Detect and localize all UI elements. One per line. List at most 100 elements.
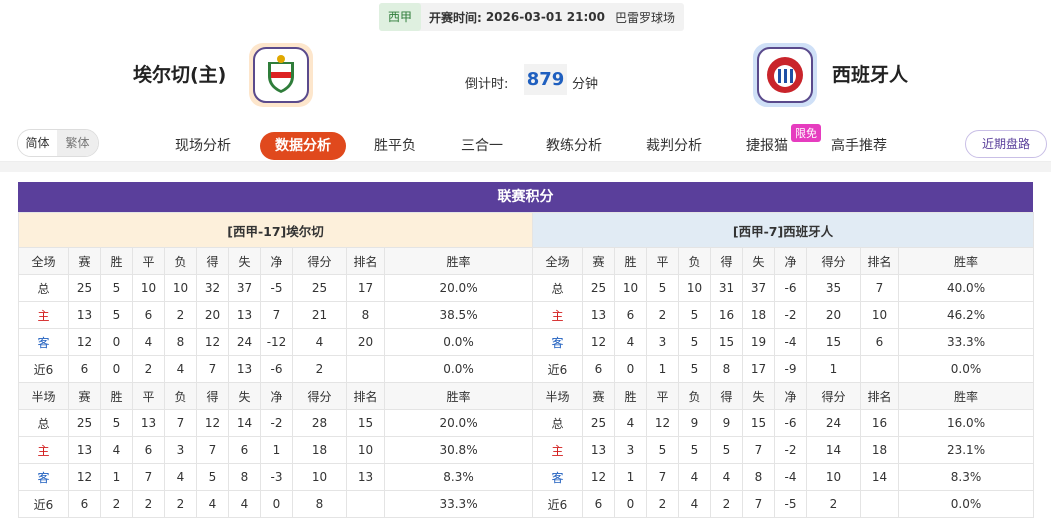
team-header: [西甲-7]西班牙人 <box>531 212 1035 248</box>
tab[interactable]: 现场分析 <box>175 138 231 154</box>
row-label: 总 <box>18 409 69 437</box>
column-header: 得 <box>196 382 229 410</box>
lang-switch: 简体 繁体 <box>17 129 99 157</box>
cell: 10 <box>614 274 647 302</box>
column-header: 净 <box>774 382 807 410</box>
column-header: 半场 <box>18 382 69 410</box>
cell <box>860 355 899 383</box>
column-header: 失 <box>742 247 775 275</box>
data-row: 客 12 1 7 4 4 8 -4 10 14 8.3% <box>532 463 1035 491</box>
cell: 25 <box>582 274 615 302</box>
cell: 15 <box>806 328 861 356</box>
cell: 16 <box>860 409 899 437</box>
column-header: 赛 <box>582 247 615 275</box>
cell: 20.0% <box>383 274 534 302</box>
data-row: 近6 6 2 2 2 4 4 0 8 33.3% <box>18 490 534 518</box>
cell: 0 <box>100 328 133 356</box>
cell: 13 <box>228 355 261 383</box>
cell: 8.3% <box>897 463 1035 491</box>
cell: 4 <box>132 328 165 356</box>
time-label: 开赛时间: <box>429 10 482 25</box>
standings-table: [西甲-17]埃尔切 全场赛胜平负得失净得分 排名 胜率总 25 5 10 10 32 37 -5 2… <box>17 212 534 518</box>
cell: 2 <box>710 490 743 518</box>
cell: 0.0% <box>897 355 1035 383</box>
tab[interactable]: 教练分析 <box>546 138 602 154</box>
data-row: 总 25 5 13 7 12 14 -2 28 15 20.0% <box>18 409 534 437</box>
cell: 6 <box>68 490 101 518</box>
tab[interactable]: 数据分析 <box>260 132 346 160</box>
cell: 20 <box>346 328 385 356</box>
cell: 5 <box>710 436 743 464</box>
cell: 15 <box>742 409 775 437</box>
team-header-row: [西甲-17]埃尔切 <box>17 212 534 248</box>
cell: 1 <box>806 355 861 383</box>
cell: 4 <box>196 490 229 518</box>
cell: 8 <box>742 463 775 491</box>
cell: 20 <box>806 301 861 329</box>
cell: 4 <box>710 463 743 491</box>
away-team: 西班牙人 <box>832 64 909 86</box>
cell: 24 <box>806 409 861 437</box>
data-row: 总 25 10 5 10 31 37 -6 35 7 40.0% <box>532 274 1035 302</box>
cell: 19 <box>742 328 775 356</box>
cell: 25 <box>68 409 101 437</box>
lang-option[interactable]: 简体 <box>18 130 58 156</box>
cell: 7 <box>260 301 293 329</box>
cell: 4 <box>614 409 647 437</box>
cell: 13 <box>68 301 101 329</box>
cell: 2 <box>100 490 133 518</box>
row-label: 近6 <box>18 490 69 518</box>
cell: 20.0% <box>383 409 534 437</box>
row-label: 近6 <box>18 355 69 383</box>
cell: 5 <box>678 301 711 329</box>
cell: 6 <box>582 355 615 383</box>
cell: 4 <box>100 436 133 464</box>
row-label: 总 <box>532 409 583 437</box>
tab[interactable]: 胜平负 <box>374 138 416 154</box>
cell: 6 <box>860 328 899 356</box>
tab[interactable]: 裁判分析 <box>646 138 702 154</box>
cell <box>346 490 385 518</box>
cell: 18 <box>292 436 347 464</box>
cell: 8 <box>228 463 261 491</box>
cell: 30.8% <box>383 436 534 464</box>
cell: 12 <box>582 463 615 491</box>
cell: -5 <box>774 490 807 518</box>
cell: 10 <box>132 274 165 302</box>
cell: 7 <box>132 463 165 491</box>
cell: 21 <box>292 301 347 329</box>
cell: 6 <box>614 301 647 329</box>
cell: 18 <box>860 436 899 464</box>
badge: 限免 <box>791 124 821 142</box>
row-label: 主 <box>532 301 583 329</box>
cell: 24 <box>228 328 261 356</box>
tab[interactable]: 捷报猫 <box>746 138 788 154</box>
column-header: 失 <box>742 382 775 410</box>
cell: 7 <box>196 355 229 383</box>
cell: 46.2% <box>897 301 1035 329</box>
home-logo <box>249 43 313 107</box>
column-header: 排名 <box>346 382 385 410</box>
cell: 17 <box>346 274 385 302</box>
cell: 7 <box>742 436 775 464</box>
data-row: 近6 6 0 1 5 8 17 -9 1 0.0% <box>532 355 1035 383</box>
countdown-unit: 分钟 <box>572 77 599 92</box>
cell: 25 <box>68 274 101 302</box>
lang-option[interactable]: 繁体 <box>57 130 98 156</box>
tab[interactable]: 高手推荐 <box>831 138 887 154</box>
recent-odds-button[interactable]: 近期盘路 <box>965 130 1047 158</box>
data-row: 主 13 3 5 5 5 7 -2 14 18 23.1% <box>532 436 1035 464</box>
cell: 7 <box>742 490 775 518</box>
cell: 40.0% <box>897 274 1035 302</box>
cell: 2 <box>646 490 679 518</box>
cell: 12 <box>196 409 229 437</box>
row-label: 主 <box>18 301 69 329</box>
column-header: 得分 <box>292 382 347 410</box>
cell: 14 <box>228 409 261 437</box>
row-label: 客 <box>532 328 583 356</box>
cell: 16.0% <box>897 409 1035 437</box>
column-header: 净 <box>774 247 807 275</box>
tab[interactable]: 三合一 <box>461 138 503 154</box>
cell: 4 <box>678 463 711 491</box>
cell: 16 <box>710 301 743 329</box>
